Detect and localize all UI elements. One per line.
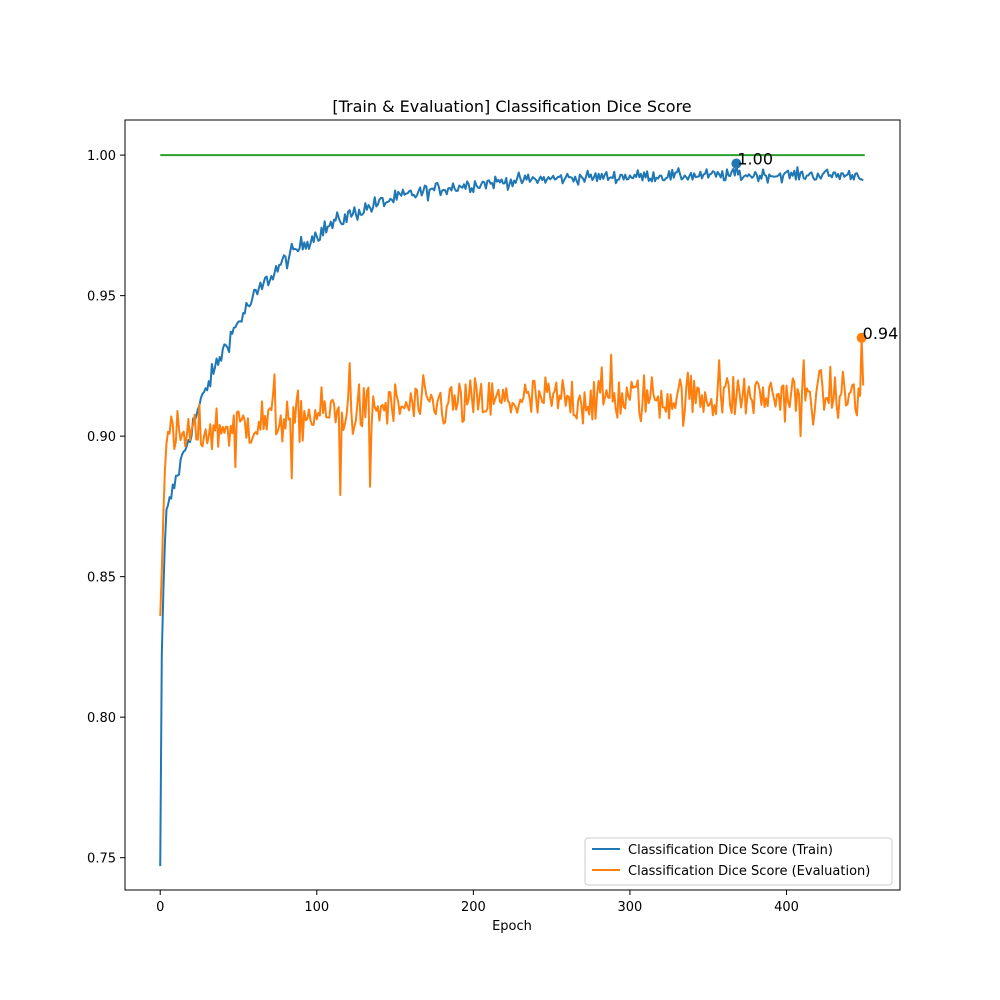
- x-tick-label: 300: [618, 900, 643, 915]
- y-tick-label: 0.75: [87, 852, 116, 867]
- axes-frame: [124, 119, 901, 891]
- y-tick-label: 0.90: [87, 430, 116, 445]
- best-label-evaluation: 0.94: [863, 324, 899, 343]
- y-tick-label: 0.80: [87, 711, 116, 726]
- legend-label-evaluation: Classification Dice Score (Evaluation): [628, 864, 870, 879]
- x-tick-label: 200: [461, 900, 486, 915]
- series-line-evaluation: [159, 336, 865, 617]
- x-axis-label: Epoch: [492, 919, 532, 934]
- series-line-train: [159, 162, 864, 867]
- y-tick-label: 0.85: [87, 571, 116, 586]
- plot-area: 1.00 0.94: [159, 150, 899, 867]
- x-tick-label: 100: [304, 900, 329, 915]
- best-marker-evaluation: [856, 332, 867, 343]
- y-tick-label: 1.00: [87, 149, 116, 164]
- legend-box: [584, 837, 893, 886]
- best-label-train: 1.00: [737, 150, 773, 169]
- x-tick-label: 0: [156, 900, 164, 915]
- best-marker-train: [731, 158, 742, 169]
- y-tick-label: 0.95: [87, 290, 116, 305]
- x-tick-label: 400: [774, 900, 799, 915]
- axes: 0 100 200 300 400 0.75 0.80 0.85 0.90 0.95 1.00: [87, 119, 901, 915]
- legend: Classification Dice Score (Train) Classi…: [584, 837, 893, 886]
- legend-label-train: Classification Dice Score (Train): [628, 843, 833, 858]
- chart-title: [Train & Evaluation] Classification Dice…: [332, 97, 691, 116]
